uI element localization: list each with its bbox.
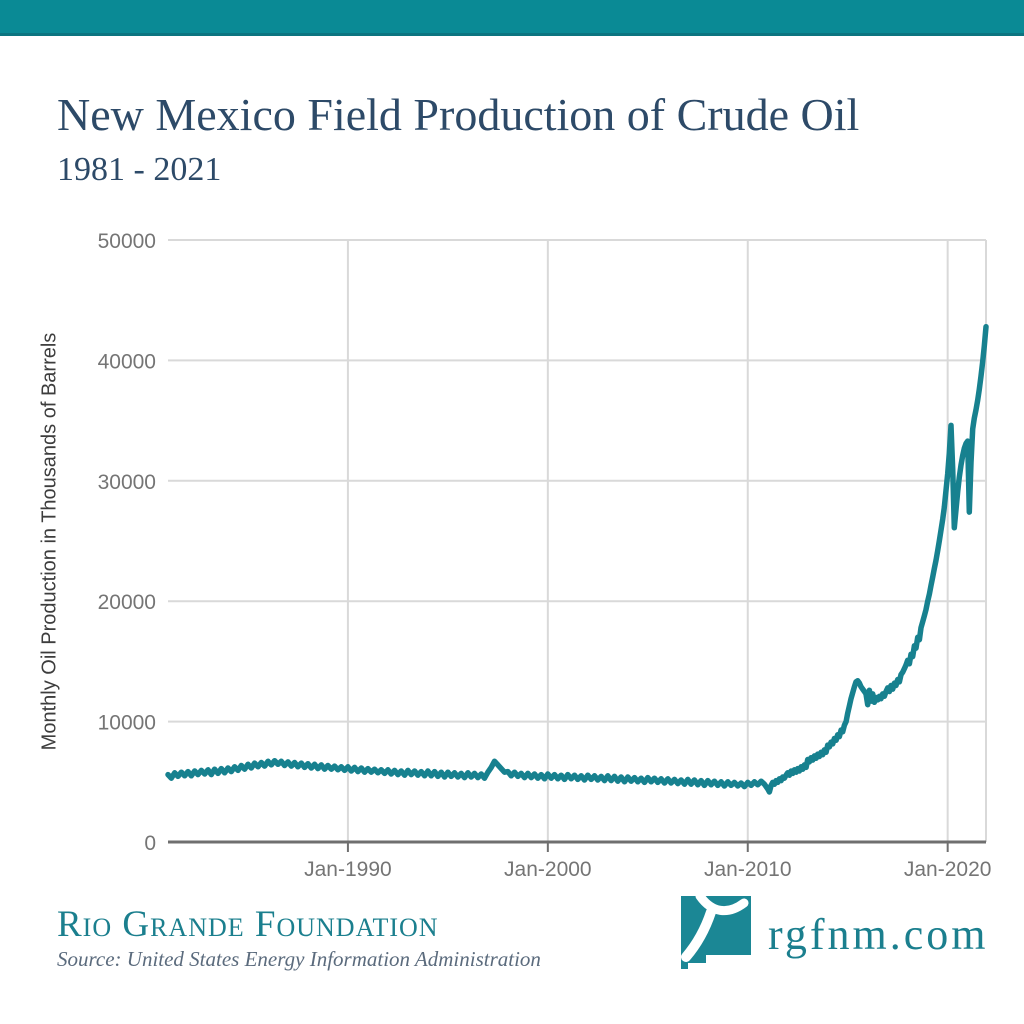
footer-left: Rio Grande Foundation Source: United Sta… [57, 906, 541, 972]
y-tick-label: 50000 [98, 230, 156, 253]
page-title: New Mexico Field Production of Crude Oil [57, 89, 860, 140]
y-tick-label: 30000 [98, 471, 156, 494]
y-tick-label: 20000 [98, 591, 156, 614]
x-tick-label: Jan-2010 [704, 858, 792, 881]
y-tick-label: 0 [144, 832, 156, 855]
rio-grande-river-icon [695, 895, 749, 916]
title-block: New Mexico Field Production of Crude Oil… [57, 89, 860, 189]
source-attribution: Source: United States Energy Information… [57, 947, 541, 971]
rio-grande-river-icon-lower [681, 907, 716, 962]
new-mexico-state-shape [681, 896, 751, 969]
header-bar [0, 0, 1024, 36]
org-name: Rio Grande Foundation [57, 904, 439, 945]
page-subtitle: 1981 - 2021 [57, 150, 222, 188]
y-tick-label: 10000 [98, 712, 156, 735]
new-mexico-logo [681, 895, 751, 969]
x-tick-label: Jan-2020 [904, 858, 992, 881]
y-tick-label: 40000 [98, 350, 156, 373]
x-tick-label: Jan-1990 [304, 858, 392, 881]
footer-right: rgfnm.com [680, 895, 989, 973]
site-url: rgfnm.com [768, 909, 989, 959]
production-line-series [165, 323, 989, 795]
x-tick-label: Jan-2000 [504, 858, 592, 881]
